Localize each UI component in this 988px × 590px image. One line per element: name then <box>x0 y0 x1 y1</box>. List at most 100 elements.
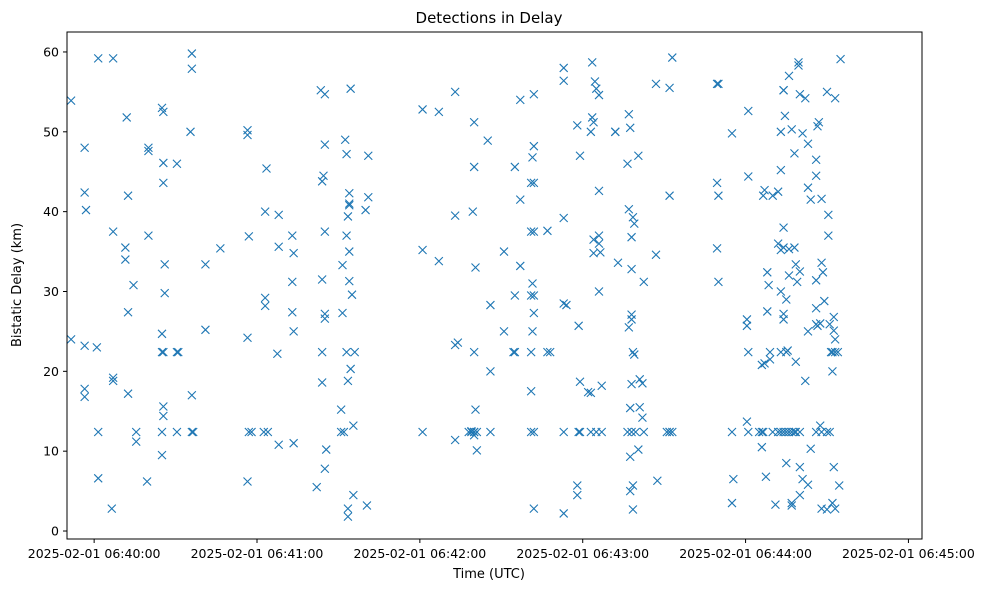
data-point <box>594 239 604 248</box>
data-point <box>818 267 828 277</box>
data-point <box>260 293 270 303</box>
data-point <box>830 347 840 357</box>
data-point <box>160 259 170 269</box>
data-point <box>486 366 495 376</box>
data-point <box>742 321 752 331</box>
data-point <box>817 504 826 514</box>
data-point <box>836 54 845 64</box>
data-point <box>260 207 270 217</box>
data-point <box>187 49 197 58</box>
x-tick-label: 2025-02-01 06:44:00 <box>679 546 812 561</box>
data-point <box>120 255 130 264</box>
data-point <box>450 87 460 97</box>
data-point <box>468 207 478 217</box>
data-point <box>361 205 370 215</box>
data-point <box>597 381 607 391</box>
data-point <box>131 437 141 446</box>
data-point <box>627 379 636 389</box>
data-point <box>317 378 327 387</box>
data-point <box>589 117 598 127</box>
data-point <box>652 476 662 486</box>
data-point <box>247 427 256 437</box>
data-point <box>157 347 167 357</box>
data-point <box>158 411 168 421</box>
data-point <box>665 83 674 93</box>
data-point <box>515 195 525 205</box>
data-point <box>123 307 133 317</box>
data-point <box>343 504 353 514</box>
data-point <box>625 452 635 462</box>
data-point <box>794 61 803 70</box>
data-point <box>243 333 252 343</box>
data-point <box>667 427 677 437</box>
data-point <box>340 135 350 145</box>
data-point <box>665 427 674 437</box>
data-point <box>628 505 638 514</box>
data-point <box>186 127 195 137</box>
data-point <box>559 299 569 308</box>
data-point <box>727 427 737 437</box>
data-point <box>244 232 254 241</box>
x-tick-label: 2025-02-01 06:42:00 <box>353 546 486 561</box>
data-point <box>627 315 636 324</box>
data-point <box>262 164 271 173</box>
data-point <box>764 280 774 290</box>
y-axis-label: Bistatic Delay (km) <box>10 223 25 347</box>
data-point <box>760 185 769 195</box>
data-point <box>472 445 482 455</box>
data-point <box>450 340 460 350</box>
data-point <box>779 243 788 252</box>
data-point <box>624 109 634 119</box>
data-point <box>639 427 649 437</box>
data-point <box>572 121 582 130</box>
data-point <box>574 321 584 331</box>
data-point <box>594 90 604 100</box>
data-point <box>586 127 596 137</box>
data-point <box>572 481 582 490</box>
data-point <box>771 500 780 510</box>
data-point <box>172 159 182 169</box>
data-point <box>613 258 623 268</box>
data-point <box>338 308 347 318</box>
data-point <box>144 231 153 240</box>
data-point <box>528 327 537 336</box>
data-point <box>625 123 635 133</box>
data-point <box>798 474 807 484</box>
data-point <box>800 93 810 103</box>
data-point <box>765 354 775 364</box>
data-point <box>123 389 133 399</box>
data-point <box>830 504 840 514</box>
data-point <box>201 325 210 335</box>
data-point <box>526 227 536 236</box>
data-point <box>320 464 330 474</box>
data-point <box>215 243 225 253</box>
data-point <box>795 490 805 500</box>
data-point <box>529 89 539 99</box>
data-point <box>486 427 495 437</box>
y-tick-label: 60 <box>43 44 59 59</box>
data-point <box>638 378 647 388</box>
data-point <box>629 219 639 229</box>
data-point <box>122 113 132 122</box>
data-point <box>259 427 269 437</box>
data-point <box>625 403 635 413</box>
data-point <box>798 129 807 138</box>
data-point <box>587 113 597 122</box>
data-point <box>787 501 797 510</box>
x-tick-label: 2025-02-01 06:40:00 <box>28 546 161 561</box>
data-point <box>768 191 778 201</box>
data-point <box>157 427 167 437</box>
data-point <box>765 347 775 357</box>
data-point <box>667 53 677 62</box>
data-point <box>587 57 597 67</box>
data-point <box>635 402 645 412</box>
data-point <box>795 462 805 472</box>
data-point <box>773 427 783 437</box>
data-point <box>728 474 738 484</box>
data-point <box>791 259 801 269</box>
data-point <box>806 195 816 205</box>
y-tick-label: 20 <box>43 364 59 379</box>
data-point <box>418 427 427 437</box>
data-point <box>803 327 813 336</box>
data-point <box>627 264 636 274</box>
